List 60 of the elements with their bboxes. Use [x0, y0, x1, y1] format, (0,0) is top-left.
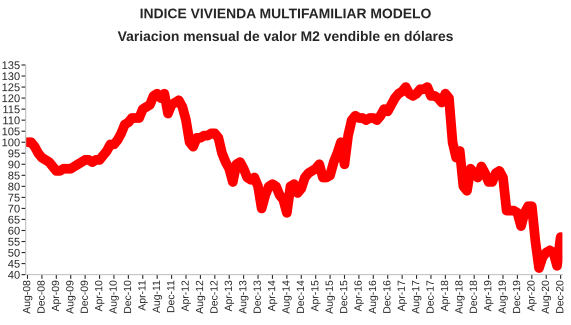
y-tick-label: 45: [8, 260, 20, 268]
y-tick-label: 100: [2, 138, 20, 146]
y-tick-label: 110: [3, 116, 20, 124]
y-tick-label: 115: [3, 106, 20, 114]
x-tick-label: Apr-13: [224, 280, 234, 312]
x-tick-label: Apr-17: [398, 280, 407, 312]
x-tick-label: Aug-17: [412, 280, 422, 314]
x-tick-label: Dec-16: [383, 280, 391, 313]
x-tick-label: Apr-16: [354, 280, 364, 312]
x-tick-label: Aug-19: [498, 280, 508, 314]
x-tick-label: Apr-12: [181, 280, 191, 312]
x-tick-label: Aug-14: [282, 280, 292, 314]
x-tick-label: Dec-15: [340, 280, 348, 313]
x-tick-label: Apr-11: [138, 280, 148, 311]
y-tick-label: 95: [8, 150, 20, 158]
x-tick-label: Aug-08: [22, 280, 32, 314]
y-tick-label: 60: [8, 226, 20, 235]
y-tick-label: 90: [8, 160, 20, 168]
x-tick-label: Apr-14: [268, 280, 278, 312]
x-tick-label: Dec-13: [253, 280, 261, 313]
x-tick-label: Apr-18: [440, 280, 450, 312]
x-tick-label: Aug-18: [455, 280, 465, 314]
x-tick-label: Dec-09: [80, 280, 88, 313]
x-tick-label: Apr-10: [94, 280, 104, 312]
x-tick-label: Aug-16: [368, 280, 378, 314]
y-tick-label: 75: [8, 194, 20, 202]
y-tick-label: 125: [2, 83, 20, 92]
y-tick-label: 55: [8, 238, 20, 246]
x-tick-label: Aug-13: [239, 280, 248, 314]
x-tick-label: Dec-19: [512, 280, 520, 313]
y-tick-label: 70: [8, 204, 20, 213]
y-tick-label: 120: [2, 94, 20, 102]
x-tick-label: Dec-12: [210, 280, 218, 313]
x-tick-label: Aug-20: [542, 280, 552, 314]
x-tick-label: Dec-10: [124, 280, 132, 313]
x-tick-label: Aug-15: [326, 280, 335, 314]
y-tick-label: 105: [2, 127, 20, 136]
x-tick-label: Aug-10: [109, 280, 119, 314]
x-tick-label: Apr-15: [311, 280, 321, 312]
x-tick-label: Aug-12: [196, 280, 206, 314]
x-tick-label: Apr-09: [52, 280, 62, 312]
x-tick-label: Apr-20: [527, 280, 537, 312]
y-tick-label: 135: [2, 61, 20, 70]
y-tick-label: 50: [8, 248, 20, 257]
x-tick-label: Dec-20: [556, 280, 564, 313]
x-tick-label: Dec-08: [37, 280, 45, 313]
y-tick-label: 130: [2, 72, 20, 80]
y-tick-label: 80: [8, 182, 20, 190]
y-tick-label: 65: [8, 216, 20, 224]
x-tick-label: Dec-18: [470, 280, 477, 313]
x-tick-label: Apr-19: [484, 280, 494, 312]
x-tick-label: Dec-14: [296, 280, 304, 313]
chart-title: INDICE VIVIENDA MULTIFAMILIAR MODELO: [140, 8, 431, 18]
chart-subtitle: Variacion mensual de valor M2 vendible en dólares: [118, 30, 453, 42]
y-tick-label: 40: [8, 270, 20, 279]
x-tick-label: Aug-09: [66, 280, 76, 314]
x-tick-label: Dec-11: [167, 280, 174, 312]
x-tick-label: Dec-17: [426, 280, 434, 313]
y-tick-label: 85: [8, 172, 20, 180]
x-tick-label: Aug-11: [152, 280, 162, 313]
